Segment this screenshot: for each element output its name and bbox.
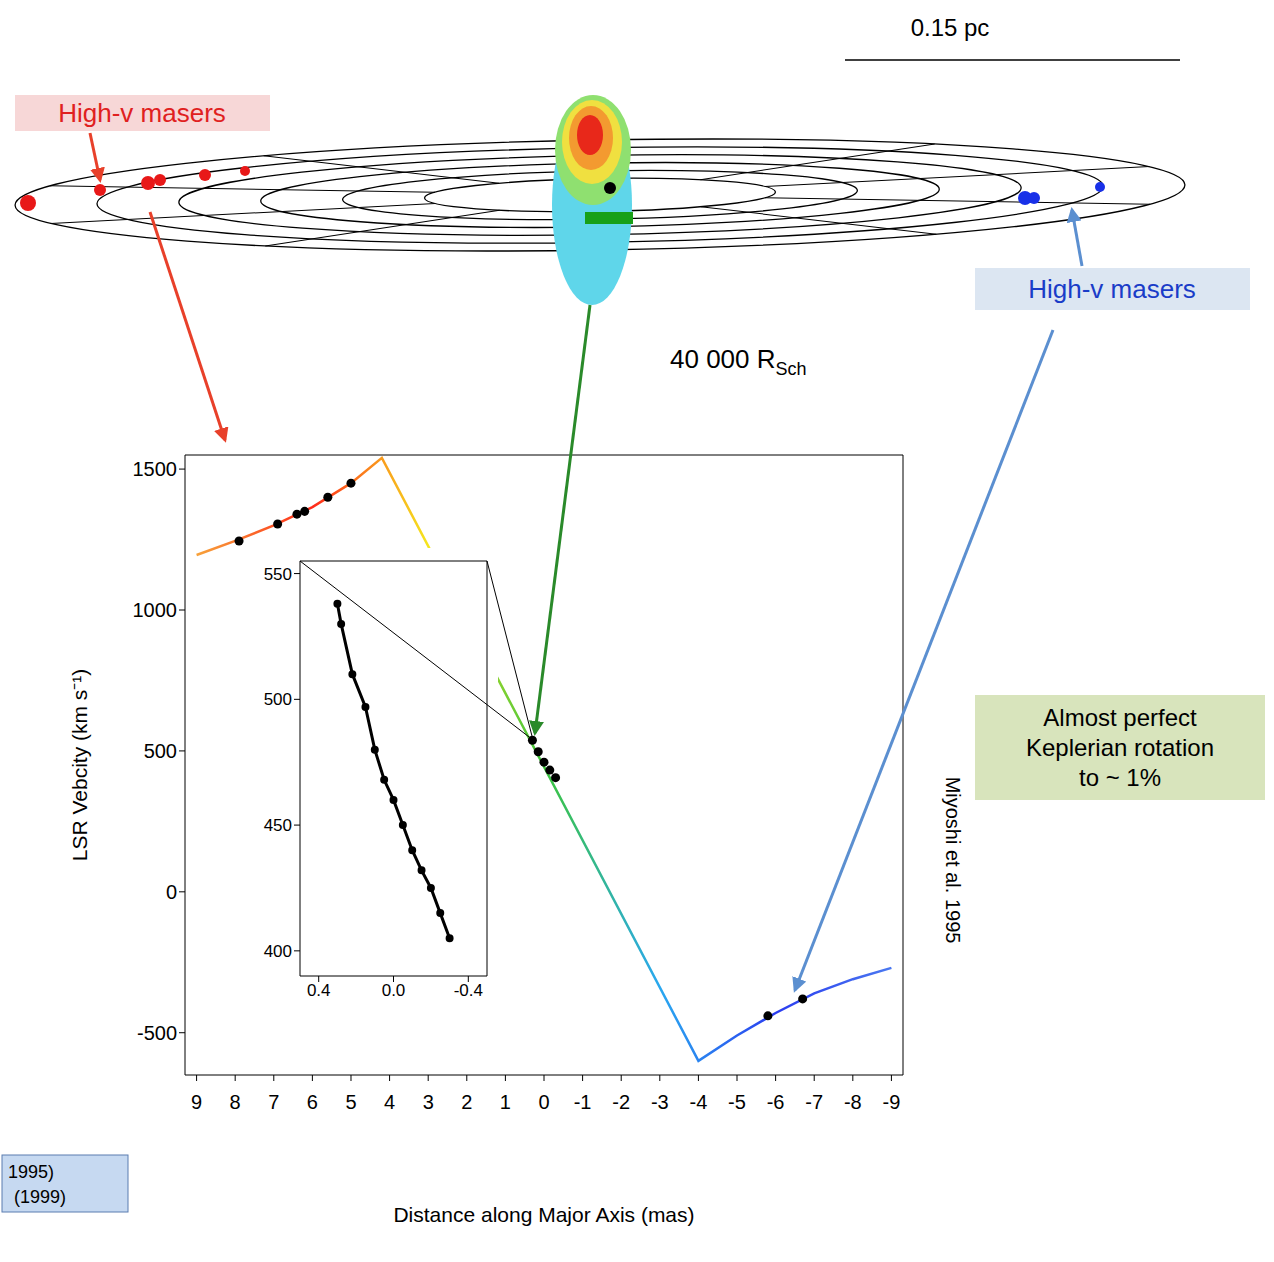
svg-text:0.15 pc: 0.15 pc <box>911 14 990 41</box>
svg-text:400: 400 <box>264 942 292 961</box>
svg-text:-3: -3 <box>651 1091 669 1113</box>
svg-text:0.0: 0.0 <box>382 981 406 1000</box>
svg-text:7: 7 <box>268 1091 279 1113</box>
svg-text:-0.4: -0.4 <box>454 981 483 1000</box>
svg-text:-4: -4 <box>690 1091 708 1113</box>
svg-text:0: 0 <box>538 1091 549 1113</box>
svg-text:-2: -2 <box>612 1091 630 1113</box>
svg-text:450: 450 <box>264 816 292 835</box>
svg-text:(1999): (1999) <box>14 1187 66 1207</box>
svg-text:High-v masers: High-v masers <box>1028 274 1196 304</box>
svg-text:1995): 1995) <box>8 1162 54 1182</box>
svg-text:1: 1 <box>500 1091 511 1113</box>
svg-text:4: 4 <box>384 1091 395 1113</box>
svg-text:-6: -6 <box>767 1091 785 1113</box>
svg-text:9: 9 <box>191 1091 202 1113</box>
svg-text:Distance along Major Axis (mas: Distance along Major Axis (mas) <box>393 1203 694 1226</box>
svg-text:LSR Vebcity (km s⁻¹): LSR Vebcity (km s⁻¹) <box>68 669 91 862</box>
svg-text:1500: 1500 <box>133 458 178 480</box>
svg-text:-5: -5 <box>728 1091 746 1113</box>
svg-text:40 000 RSch: 40 000 RSch <box>670 344 807 379</box>
svg-text:500: 500 <box>264 690 292 709</box>
svg-text:0.4: 0.4 <box>307 981 331 1000</box>
svg-text:500: 500 <box>144 740 177 762</box>
svg-text:3: 3 <box>423 1091 434 1113</box>
svg-text:-8: -8 <box>844 1091 862 1113</box>
svg-text:-500: -500 <box>137 1022 177 1044</box>
svg-text:-1: -1 <box>574 1091 592 1113</box>
svg-text:550: 550 <box>264 565 292 584</box>
svg-text:Miyoshi et al. 1995: Miyoshi et al. 1995 <box>942 777 964 944</box>
svg-text:to ~ 1%: to ~ 1% <box>1079 764 1161 791</box>
svg-text:-9: -9 <box>883 1091 901 1113</box>
svg-text:8: 8 <box>230 1091 241 1113</box>
svg-text:2: 2 <box>461 1091 472 1113</box>
svg-text:0: 0 <box>166 881 177 903</box>
svg-text:1000: 1000 <box>133 599 178 621</box>
svg-text:6: 6 <box>307 1091 318 1113</box>
svg-text:5: 5 <box>345 1091 356 1113</box>
svg-text:-7: -7 <box>805 1091 823 1113</box>
svg-text:Keplerian rotation: Keplerian rotation <box>1026 734 1214 761</box>
svg-text:Almost perfect: Almost perfect <box>1043 704 1197 731</box>
svg-text:High-v masers: High-v masers <box>58 98 226 128</box>
